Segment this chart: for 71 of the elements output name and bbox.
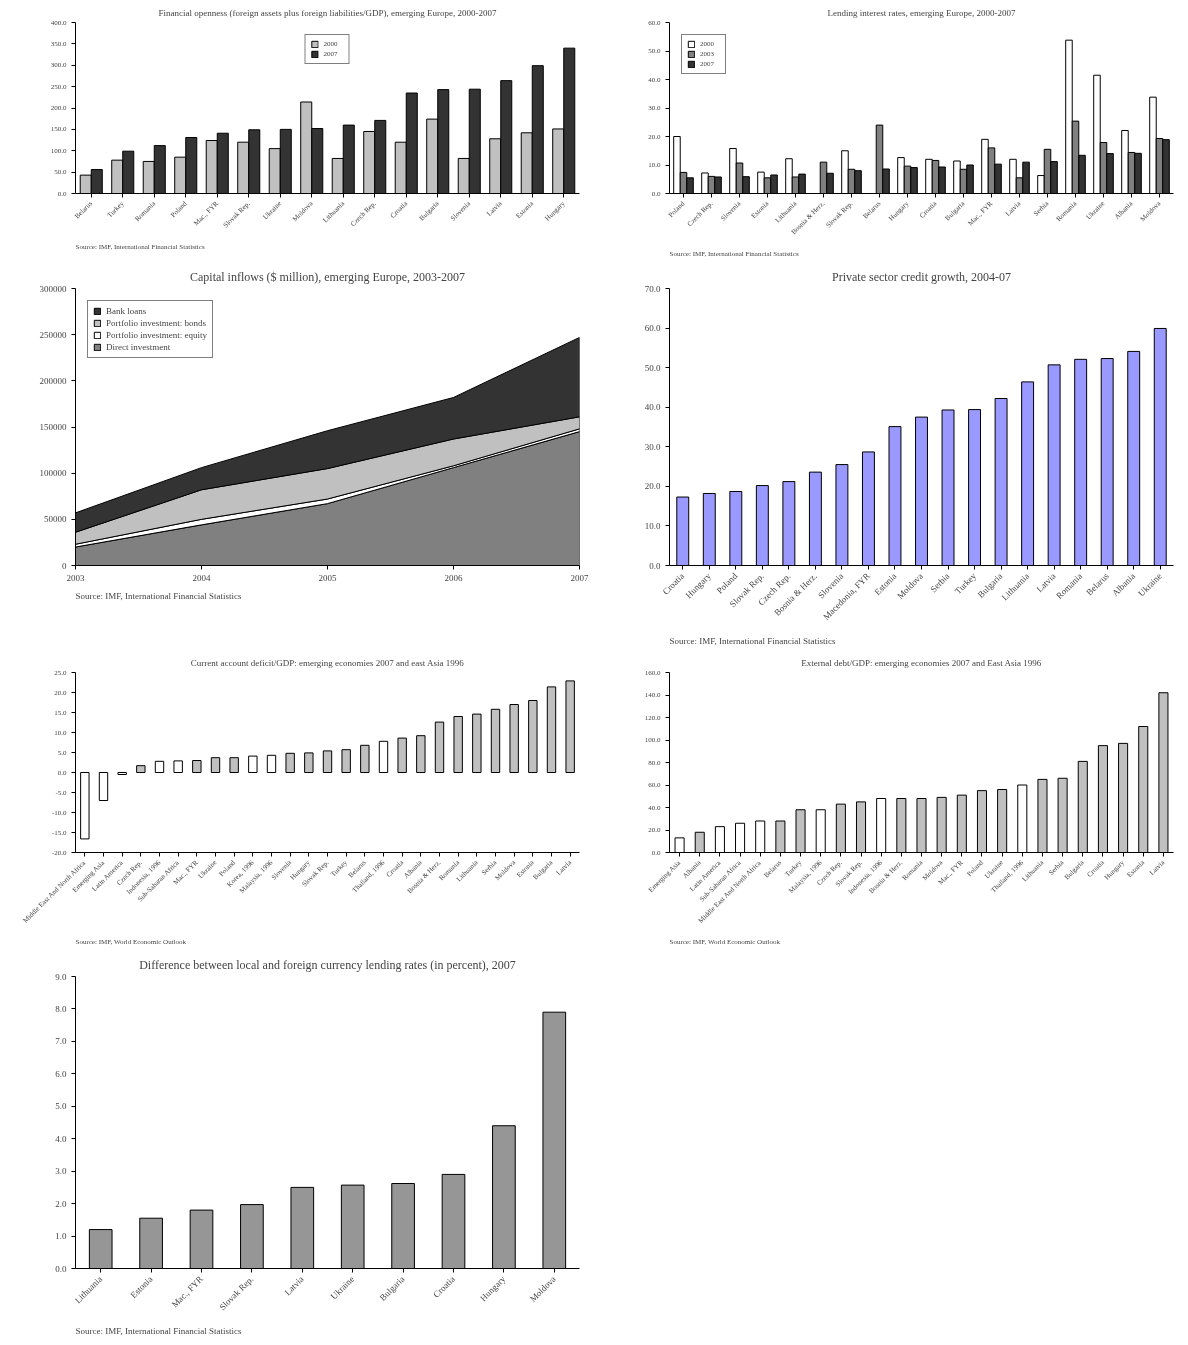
y-tick-label: 150000 [39, 422, 67, 432]
bar [416, 735, 426, 773]
bar [117, 772, 127, 775]
chart-title: External debt/GDP: emerging economies 2007 and East Asia 1996 [801, 657, 1042, 668]
bar [154, 760, 165, 773]
y-tick-label: 10.0 [644, 520, 661, 531]
bar [304, 752, 314, 773]
bar [528, 700, 538, 773]
bar [285, 752, 295, 773]
bar [210, 757, 221, 773]
bar [192, 760, 202, 773]
y-tick-label: 8.0 [55, 1003, 67, 1014]
y-tick-label: 7.0 [55, 1036, 67, 1047]
chart-title: Private sector credit growth, 2004-07 [832, 269, 1011, 284]
bar [360, 744, 370, 773]
y-tick-label: 4.0 [55, 1133, 67, 1144]
bar [397, 737, 407, 773]
y-tick-label: 40.0 [644, 402, 661, 413]
bar [453, 716, 463, 773]
y-tick-label: 60.0 [644, 323, 661, 334]
bar [378, 740, 389, 773]
y-tick-label: 100000 [39, 468, 67, 479]
source-note: Source: IMF, International Financial Statistics [75, 590, 242, 601]
y-tick-label: 0.0 [649, 560, 661, 571]
y-tick-label: 6.0 [55, 1068, 67, 1079]
y-tick-label: 0.0 [55, 1263, 67, 1274]
y-tick-label: 30.0 [644, 441, 661, 452]
bar [322, 750, 333, 773]
y-tick-label: 70.0 [644, 283, 661, 294]
bar [341, 749, 351, 773]
bar [472, 713, 482, 773]
y-tick-label: 20.0 [644, 481, 661, 492]
x-tick-label: 2003 [66, 572, 85, 583]
y-tick-label: 250000 [39, 329, 67, 340]
bar [565, 680, 575, 773]
chart-title: Capital inflows ($ million), emerging Europe, 2003-2007 [189, 269, 466, 284]
legend-label: Direct investment [106, 342, 171, 352]
y-tick-label: 200000 [39, 375, 67, 386]
bar [173, 760, 183, 773]
source-note: Source: IMF, International Financial Statistics [669, 635, 836, 646]
chart-title: Current account deficit/GDP: emerging economies 2007 and east Asia 1996 [190, 657, 465, 668]
y-tick-label: 5.0 [55, 1101, 67, 1112]
bar [98, 772, 109, 801]
chart-title: Financial openness (foreign assets plus foreign liabilities/GDP), emerging Europe, 2000-2007 [158, 7, 498, 18]
bar [80, 772, 90, 840]
y-tick-label: 3.0 [55, 1166, 67, 1177]
y-tick-label: 300000 [39, 283, 67, 294]
bar [490, 708, 501, 773]
x-tick-label: 2005 [318, 572, 337, 583]
bar [509, 704, 519, 773]
chart-title: Difference between local and foreign currency lending rates (in percent), 2007 [139, 957, 516, 972]
x-tick-label: 2007 [570, 572, 589, 583]
source-note: Source: IMF, International Financial Statistics [75, 1325, 242, 1336]
y-tick-label: 0 [62, 560, 67, 571]
y-tick-label: 50000 [44, 514, 67, 525]
y-tick-label: 2.0 [55, 1198, 67, 1209]
y-tick-label: 50.0 [644, 362, 661, 373]
bar [229, 757, 239, 773]
x-tick-label: 2006 [444, 572, 463, 583]
chart-title: Lending interest rates, emerging Europe, 2000-2007 [827, 7, 1017, 18]
y-tick-label: 1.0 [55, 1231, 67, 1242]
bar [136, 765, 146, 773]
bar [434, 721, 445, 773]
legend-label: Portfolio investment: bonds [106, 318, 206, 328]
bar [546, 686, 557, 773]
legend-label: Portfolio investment: equity [106, 330, 207, 340]
bar [266, 754, 277, 773]
bar [248, 755, 258, 773]
x-tick-label: 2004 [192, 572, 211, 583]
legend-label: Bank loans [106, 306, 147, 316]
y-tick-label: 9.0 [55, 971, 67, 982]
